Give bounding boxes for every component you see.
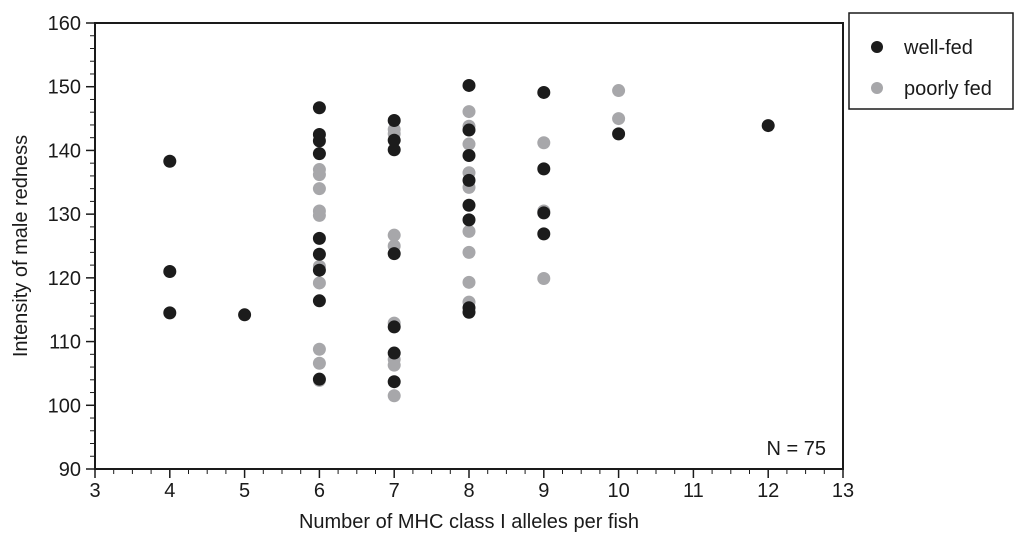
x-tick-label: 6 <box>314 480 325 502</box>
point-well-fed <box>462 149 476 163</box>
point-well-fed <box>312 134 326 148</box>
point-poorly-fed <box>312 168 326 182</box>
y-tick-label: 120 <box>48 268 81 290</box>
points-layer <box>163 78 775 403</box>
sample-size-label: N = 75 <box>767 438 826 460</box>
y-tick-label: 100 <box>48 395 81 417</box>
point-well-fed <box>238 308 252 322</box>
y-tick-label: 160 <box>48 13 81 35</box>
x-tick-label: 10 <box>607 480 629 502</box>
y-axis: 90 100 110 120 130 140 150 160 <box>48 13 95 481</box>
x-axis: 3 4 5 6 7 8 9 10 11 12 13 <box>89 469 854 502</box>
point-well-fed <box>387 375 401 389</box>
point-poorly-fed <box>462 224 476 238</box>
y-axis-title: Intensity of male redness <box>10 135 32 357</box>
point-well-fed <box>462 78 476 92</box>
point-poorly-fed <box>612 112 626 126</box>
x-tick-label: 11 <box>683 480 704 502</box>
point-well-fed <box>612 127 626 141</box>
point-well-fed <box>163 264 177 278</box>
point-poorly-fed <box>387 389 401 403</box>
y-tick-label: 130 <box>48 204 81 226</box>
y-tick-label: 110 <box>49 332 81 354</box>
point-poorly-fed <box>462 275 476 289</box>
point-well-fed <box>387 247 401 261</box>
x-tick-label: 7 <box>389 480 400 502</box>
point-well-fed <box>537 162 551 176</box>
y-tick-label: 90 <box>59 459 81 481</box>
point-well-fed <box>387 346 401 360</box>
point-poorly-fed <box>537 136 551 150</box>
point-well-fed <box>312 294 326 308</box>
point-well-fed <box>462 198 476 212</box>
point-well-fed <box>761 119 775 133</box>
point-well-fed <box>537 85 551 99</box>
point-well-fed <box>312 147 326 161</box>
point-well-fed <box>387 113 401 127</box>
legend: well-fed poorly fed <box>848 12 1014 110</box>
legend-swatch-poorly-fed <box>871 82 883 94</box>
legend-label-well-fed: well-fed <box>903 37 973 59</box>
point-well-fed <box>537 206 551 220</box>
point-poorly-fed <box>312 276 326 290</box>
legend-swatch-well-fed <box>871 41 883 53</box>
x-tick-label: 8 <box>463 480 474 502</box>
point-poorly-fed <box>312 356 326 370</box>
point-poorly-fed <box>612 84 626 98</box>
point-well-fed <box>312 372 326 386</box>
point-well-fed <box>462 123 476 137</box>
point-well-fed <box>387 320 401 334</box>
point-poorly-fed <box>312 208 326 222</box>
legend-label-poorly-fed: poorly fed <box>904 78 992 100</box>
point-poorly-fed <box>312 182 326 196</box>
point-poorly-fed <box>387 228 401 242</box>
x-tick-label: 9 <box>538 480 549 502</box>
x-tick-label: 13 <box>832 480 854 502</box>
point-well-fed <box>537 227 551 241</box>
point-poorly-fed <box>462 245 476 259</box>
point-poorly-fed <box>387 358 401 372</box>
point-poorly-fed <box>462 137 476 151</box>
x-tick-label: 4 <box>164 480 175 502</box>
point-well-fed <box>312 263 326 277</box>
point-well-fed <box>312 231 326 245</box>
point-well-fed <box>312 101 326 115</box>
point-poorly-fed <box>462 105 476 119</box>
x-tick-label: 12 <box>757 480 779 502</box>
point-well-fed <box>163 306 177 320</box>
point-well-fed <box>387 143 401 157</box>
y-tick-label: 140 <box>48 140 81 162</box>
x-tick-label: 3 <box>89 480 100 502</box>
point-poorly-fed <box>537 271 551 285</box>
point-well-fed <box>462 173 476 187</box>
point-well-fed <box>163 154 177 168</box>
x-axis-title: Number of MHC class I alleles per fish <box>299 511 639 533</box>
point-poorly-fed <box>312 342 326 356</box>
point-well-fed <box>462 305 476 319</box>
point-well-fed <box>462 213 476 227</box>
point-well-fed <box>387 133 401 147</box>
point-well-fed <box>312 247 326 261</box>
y-tick-label: 150 <box>48 77 81 99</box>
x-tick-label: 5 <box>239 480 250 502</box>
